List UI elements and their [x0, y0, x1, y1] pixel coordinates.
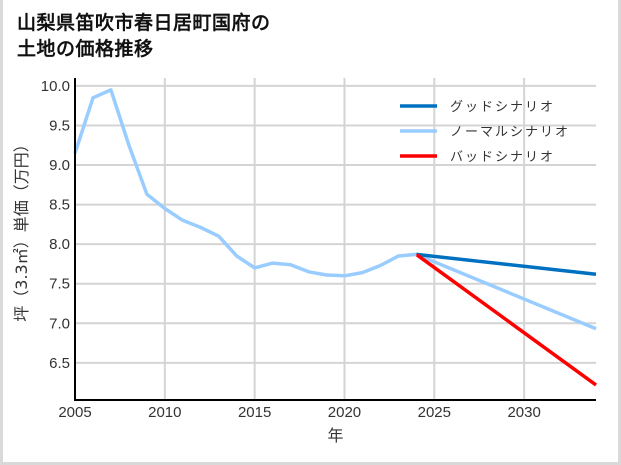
- y-tick-label: 8.5: [49, 197, 70, 214]
- y-tick-label: 6.5: [49, 355, 70, 372]
- y-tick-label: 7.5: [49, 276, 70, 293]
- grid-lines: [74, 78, 596, 400]
- y-tick-label: 9.0: [49, 157, 70, 174]
- series-line: [415, 252, 597, 331]
- series-line: [73, 88, 417, 278]
- legend-label: グッドシナリオ: [450, 100, 555, 115]
- chart-title-line2: 土地の価格推移: [17, 38, 154, 60]
- x-axis-label: 年: [327, 426, 343, 445]
- x-tick-label: 2020: [328, 404, 361, 421]
- x-tick-label: 2030: [507, 404, 540, 421]
- y-tick-label: 9.5: [49, 117, 70, 134]
- y-axis-label: 坪（3.3㎡）単価（万円）: [12, 136, 31, 321]
- legend-label: バッドシナリオ: [450, 150, 555, 165]
- x-tick-label: 2025: [418, 404, 451, 421]
- legend-label: ノーマルシナリオ: [450, 125, 570, 140]
- x-axis-ticks: 2005 2010 2015 2020 2025 2030: [58, 404, 541, 421]
- x-tick-label: 2005: [58, 404, 91, 421]
- chart-card: 山梨県笛吹市春日居町国府の 土地の価格推移: [3, 0, 618, 462]
- x-tick-label: 2010: [148, 404, 181, 421]
- data-series: [73, 88, 598, 387]
- y-tick-label: 8.0: [49, 236, 70, 253]
- series-line: [416, 252, 597, 276]
- chart-title-line1: 山梨県笛吹市春日居町国府の: [17, 12, 271, 34]
- series-line: [415, 252, 598, 387]
- y-tick-label: 10.0: [41, 78, 70, 95]
- chart-title: 山梨県笛吹市春日居町国府の 土地の価格推移: [17, 10, 271, 62]
- y-axis-ticks: 6.5 7.0 7.5 8.0 8.5 9.0 9.5 10.0: [41, 78, 70, 372]
- axes: [74, 78, 596, 401]
- y-tick-label: 7.0: [49, 315, 70, 332]
- x-tick-label: 2015: [238, 404, 271, 421]
